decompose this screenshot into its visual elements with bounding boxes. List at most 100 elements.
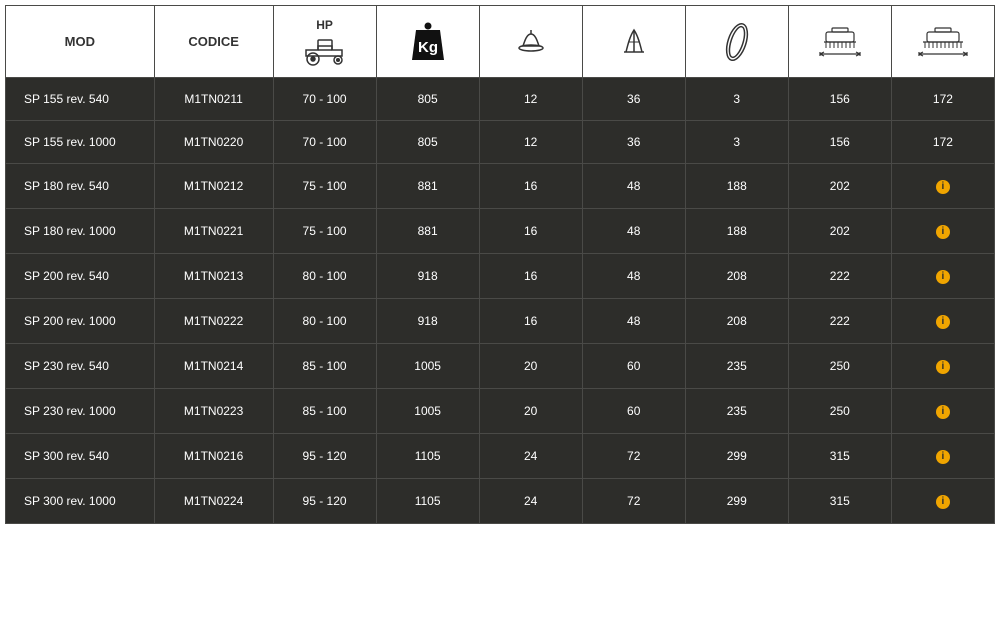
cell-bell: 24 [479, 434, 582, 479]
cell-value: 172 [933, 92, 953, 106]
cell-value: SP 300 rev. 1000 [24, 494, 116, 508]
col-kg: Kg [376, 6, 479, 78]
cell-value: SP 200 rev. 1000 [24, 314, 116, 328]
cell-value: M1TN0224 [184, 494, 243, 508]
col-spike [582, 6, 685, 78]
info-icon[interactable]: i [936, 405, 950, 419]
cell-codice: M1TN0213 [154, 254, 273, 299]
info-icon[interactable]: i [936, 450, 950, 464]
cell-mod: SP 155 rev. 1000 [6, 121, 155, 164]
table-row: SP 200 rev. 540M1TN021380 - 100918164820… [6, 254, 995, 299]
cell-kg: 881 [376, 164, 479, 209]
cell-value: 12 [524, 92, 537, 106]
cell-belt: 188 [685, 209, 788, 254]
table-body: SP 155 rev. 540M1TN021170 - 100805123631… [6, 78, 995, 524]
bell-icon [513, 24, 549, 60]
cell-hp: 75 - 100 [273, 164, 376, 209]
cell-w2: 172 [891, 121, 994, 164]
cell-value: SP 180 rev. 1000 [24, 224, 116, 238]
cell-w2: i [891, 389, 994, 434]
cell-bell: 20 [479, 344, 582, 389]
cell-value: SP 180 rev. 540 [24, 179, 109, 193]
cell-value: 36 [627, 135, 640, 149]
cell-mod: SP 300 rev. 540 [6, 434, 155, 479]
table-head: MOD CODICE HP [6, 6, 995, 78]
table-row: SP 180 rev. 540M1TN021275 - 100881164818… [6, 164, 995, 209]
cell-value: 80 - 100 [303, 269, 347, 283]
cell-value: 315 [830, 449, 850, 463]
col-width-a [788, 6, 891, 78]
cell-belt: 3 [685, 78, 788, 121]
cell-value: 60 [627, 359, 640, 373]
cell-value: 72 [627, 494, 640, 508]
cell-value: M1TN0213 [184, 269, 243, 283]
cell-value: 172 [933, 135, 953, 149]
cell-w1: 156 [788, 78, 891, 121]
belt-icon [719, 20, 755, 64]
cell-value: 95 - 120 [303, 449, 347, 463]
spec-table: MOD CODICE HP [5, 5, 995, 524]
cell-value: 20 [524, 359, 537, 373]
kg-badge-icon: Kg [406, 20, 450, 64]
cell-value: 250 [830, 359, 850, 373]
cell-value: M1TN0214 [184, 359, 243, 373]
cell-spike: 60 [582, 344, 685, 389]
cell-w1: 250 [788, 389, 891, 434]
cell-value: 188 [727, 224, 747, 238]
cell-kg: 918 [376, 254, 479, 299]
col-codice: CODICE [154, 6, 273, 78]
cell-w2: i [891, 344, 994, 389]
width-a-icon [812, 24, 868, 60]
cell-value: 95 - 120 [303, 494, 347, 508]
cell-value: M1TN0211 [184, 92, 242, 106]
cell-value: 60 [627, 404, 640, 418]
cell-kg: 918 [376, 299, 479, 344]
info-icon[interactable]: i [936, 315, 950, 329]
info-icon[interactable]: i [936, 495, 950, 509]
cell-value: 16 [524, 224, 537, 238]
cell-value: SP 155 rev. 540 [24, 92, 109, 106]
table-row: SP 155 rev. 540M1TN021170 - 100805123631… [6, 78, 995, 121]
cell-w1: 156 [788, 121, 891, 164]
col-mod-label: MOD [65, 34, 95, 49]
cell-value: 70 - 100 [303, 135, 347, 149]
cell-codice: M1TN0214 [154, 344, 273, 389]
cell-value: 918 [418, 314, 438, 328]
table-row: SP 200 rev. 1000M1TN022280 - 10091816482… [6, 299, 995, 344]
cell-codice: M1TN0211 [154, 78, 273, 121]
cell-spike: 72 [582, 479, 685, 524]
col-hp: HP [273, 6, 376, 78]
cell-codice: M1TN0224 [154, 479, 273, 524]
info-icon[interactable]: i [936, 270, 950, 284]
cell-value: 48 [627, 179, 640, 193]
cell-hp: 80 - 100 [273, 299, 376, 344]
cell-value: 85 - 100 [303, 404, 347, 418]
cell-kg: 1105 [376, 434, 479, 479]
width-b-icon [915, 24, 971, 60]
cell-value: 48 [627, 269, 640, 283]
col-hp-label: HP [278, 18, 372, 32]
col-width-b [891, 6, 994, 78]
info-icon[interactable]: i [936, 360, 950, 374]
cell-value: 72 [627, 449, 640, 463]
cell-value: 250 [830, 404, 850, 418]
cell-value: 299 [727, 494, 747, 508]
cell-value: 1005 [414, 359, 441, 373]
info-icon[interactable]: i [936, 225, 950, 239]
cell-value: 202 [830, 224, 850, 238]
cell-value: 70 - 100 [303, 92, 347, 106]
cell-value: 1105 [415, 449, 441, 463]
cell-kg: 1005 [376, 389, 479, 434]
cell-hp: 95 - 120 [273, 434, 376, 479]
cell-belt: 188 [685, 164, 788, 209]
cell-spike: 48 [582, 254, 685, 299]
cell-value: 208 [727, 269, 747, 283]
info-icon[interactable]: i [936, 180, 950, 194]
cell-value: SP 200 rev. 540 [24, 269, 109, 283]
col-bell [479, 6, 582, 78]
cell-value: SP 230 rev. 1000 [24, 404, 116, 418]
cell-w2: 172 [891, 78, 994, 121]
cell-hp: 80 - 100 [273, 254, 376, 299]
cell-kg: 1105 [376, 479, 479, 524]
cell-value: M1TN0212 [184, 179, 243, 193]
